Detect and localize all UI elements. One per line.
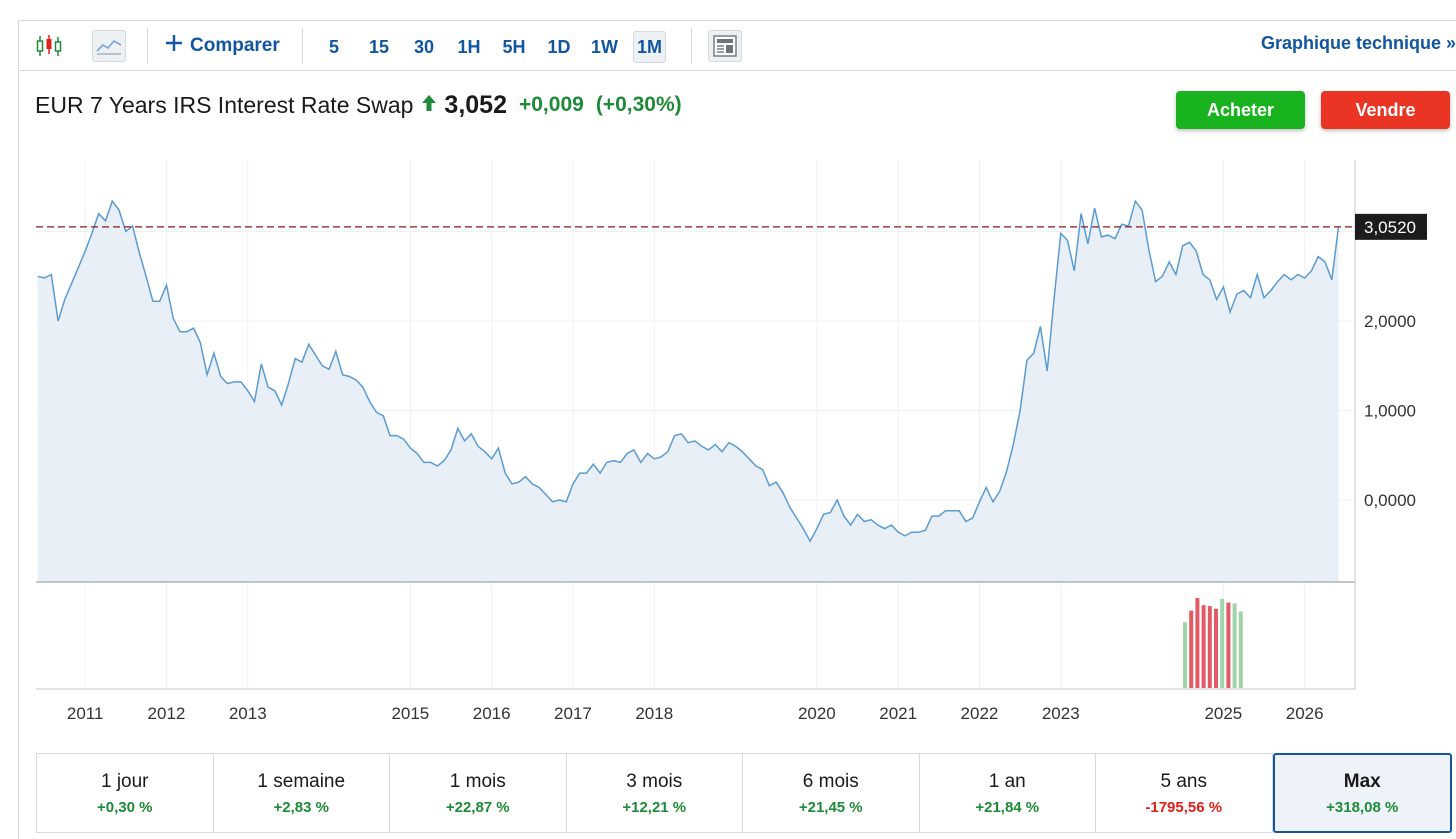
x-tick-label: 2018 [635, 704, 673, 723]
period-3-mois[interactable]: 3 mois +12,21 % [566, 753, 743, 833]
compare-button[interactable]: Comparer [164, 33, 280, 59]
last-value-label: 3,0520 [1364, 218, 1416, 237]
toolbar-divider [302, 28, 303, 64]
period-label: 3 mois [626, 770, 683, 792]
volume-bar [1238, 611, 1243, 688]
volume-bar [1226, 602, 1231, 688]
interval-5[interactable]: 5 [328, 36, 339, 57]
volume-bars [1183, 598, 1243, 688]
volume-bar [1201, 605, 1206, 688]
buy-button[interactable]: Acheter [1176, 91, 1305, 129]
last-price: 3,052 [444, 90, 507, 119]
last-value-badge [1355, 213, 1427, 240]
period-label: 5 ans [1160, 770, 1207, 792]
x-tick-label: 2021 [879, 704, 917, 723]
period-change: +21,45 % [798, 798, 863, 816]
instrument-name: EUR 7 Years IRS Interest Rate Swap [35, 91, 414, 118]
x-tick-label: 2022 [961, 704, 999, 723]
period-max[interactable]: Max +318,08 % [1272, 753, 1452, 833]
area-chart-icon[interactable] [92, 30, 126, 62]
period-change: +22,87 % [445, 798, 510, 816]
interval-5h[interactable]: 5H [502, 36, 526, 57]
period-change: +0,30 % [97, 798, 153, 816]
sell-button[interactable]: Vendre [1321, 91, 1450, 129]
period-label: 1 mois [449, 770, 506, 792]
interval-1m[interactable]: 1M [633, 31, 667, 63]
volume-bar [1207, 606, 1212, 688]
period-change: +2,83 % [273, 798, 329, 816]
x-tick-label: 2025 [1204, 704, 1242, 723]
period-6-mois[interactable]: 6 mois +21,45 % [743, 753, 920, 833]
price-chart[interactable]: Investing.com 20112012201320152016201720… [0, 0, 1456, 740]
period-1-semaine[interactable]: 1 semaine +2,83 % [213, 753, 390, 833]
period-label: 1 an [988, 770, 1026, 792]
price-change-percent: (+0,30%) [595, 93, 682, 116]
candlestick-chart-icon[interactable] [32, 30, 66, 62]
y-tick-label: 0,0000 [1364, 491, 1416, 510]
x-tick-label: 2023 [1042, 704, 1080, 723]
chart-widget-frame [18, 20, 1456, 839]
price-change: +0,009 [518, 93, 584, 116]
y-tick-label: 1,0000 [1364, 402, 1416, 421]
volume-bar [1183, 622, 1187, 688]
arrow-up-icon [421, 94, 437, 117]
interval-1d[interactable]: 1D [547, 36, 571, 57]
period-change: +21,84 % [975, 798, 1040, 816]
interval-15[interactable]: 15 [368, 36, 390, 57]
volume-bar [1220, 598, 1225, 688]
compare-label: Comparer [190, 35, 280, 56]
toolbar-divider [147, 28, 148, 64]
interval-30[interactable]: 30 [413, 36, 435, 57]
chart-toolbar: Comparer 5 15 30 1H 5H 1D 1W 1M Graphiqu… [18, 20, 1456, 71]
period-change: +318,08 % [1326, 798, 1399, 816]
toolbar-divider [691, 28, 692, 64]
period-label: 1 semaine [257, 770, 346, 792]
instrument-header: EUR 7 Years IRS Interest Rate Swap 3,052… [35, 90, 682, 120]
x-tick-label: 2026 [1286, 704, 1324, 723]
news-panel-icon[interactable] [708, 30, 742, 62]
x-tick-label: 2016 [473, 704, 511, 723]
price-area [37, 201, 1339, 582]
technical-chart-link[interactable]: Graphique technique » [1260, 33, 1456, 53]
x-tick-label: 2020 [798, 704, 836, 723]
y-tick-label: 2,0000 [1364, 312, 1416, 331]
volume-bar [1195, 598, 1200, 688]
period-label: 1 jour [100, 770, 149, 792]
period-label: Max [1343, 770, 1381, 792]
period-change: -1795,56 % [1145, 798, 1223, 816]
volume-bar [1214, 608, 1218, 688]
x-tick-label: 2015 [391, 704, 429, 723]
x-tick-label: 2012 [148, 704, 186, 723]
period-1-jour[interactable]: 1 jour +0,30 % [36, 753, 214, 833]
volume-bar [1189, 610, 1194, 688]
price-line [37, 199, 1340, 543]
period-5-ans[interactable]: 5 ans -1795,56 % [1096, 753, 1273, 833]
period-change: +12,21 % [622, 798, 687, 816]
y-axis-labels: 0,0000 1,0000 2,0000 [1364, 312, 1416, 510]
x-tick-label: 2017 [554, 704, 592, 723]
plus-icon [164, 33, 184, 59]
period-1-mois[interactable]: 1 mois +22,87 % [390, 753, 567, 833]
x-axis-labels: 2011 2012 2013 2015 2016 2017 2018 2020 2021 2022… [67, 704, 1324, 723]
interval-1h[interactable]: 1H [457, 36, 481, 57]
x-tick-label: 2013 [229, 704, 267, 723]
period-label: 6 mois [802, 770, 859, 792]
interval-1w[interactable]: 1W [591, 36, 618, 57]
period-1-an[interactable]: 1 an +21,84 % [919, 753, 1096, 833]
volume-bar [1232, 603, 1237, 688]
x-tick-label: 2011 [67, 704, 104, 723]
period-performance-bar: 1 jour +0,30 % 1 semaine +2,83 % 1 mois +22,8… [36, 753, 1452, 833]
